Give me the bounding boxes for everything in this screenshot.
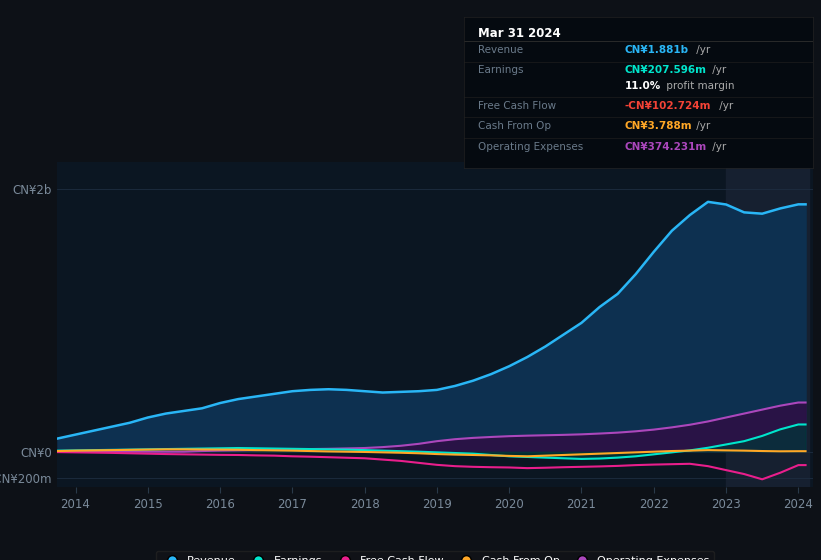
Text: /yr: /yr [717, 101, 734, 111]
Text: Revenue: Revenue [478, 45, 523, 55]
Text: CN¥1.881b: CN¥1.881b [624, 45, 689, 55]
Legend: Revenue, Earnings, Free Cash Flow, Cash From Op, Operating Expenses: Revenue, Earnings, Free Cash Flow, Cash … [156, 551, 714, 560]
Text: Free Cash Flow: Free Cash Flow [478, 101, 556, 111]
Text: /yr: /yr [709, 142, 726, 152]
Text: profit margin: profit margin [663, 81, 734, 91]
Text: -CN¥102.724m: -CN¥102.724m [624, 101, 711, 111]
Text: /yr: /yr [709, 65, 726, 74]
Text: Mar 31 2024: Mar 31 2024 [478, 27, 561, 40]
Text: /yr: /yr [694, 45, 711, 55]
Text: CN¥207.596m: CN¥207.596m [624, 65, 706, 74]
Text: 11.0%: 11.0% [624, 81, 661, 91]
Text: CN¥374.231m: CN¥374.231m [624, 142, 707, 152]
Text: /yr: /yr [694, 120, 711, 130]
Text: Cash From Op: Cash From Op [478, 120, 551, 130]
Text: CN¥3.788m: CN¥3.788m [624, 120, 692, 130]
Text: Operating Expenses: Operating Expenses [478, 142, 583, 152]
Text: Earnings: Earnings [478, 65, 523, 74]
Bar [726, 162, 810, 487]
